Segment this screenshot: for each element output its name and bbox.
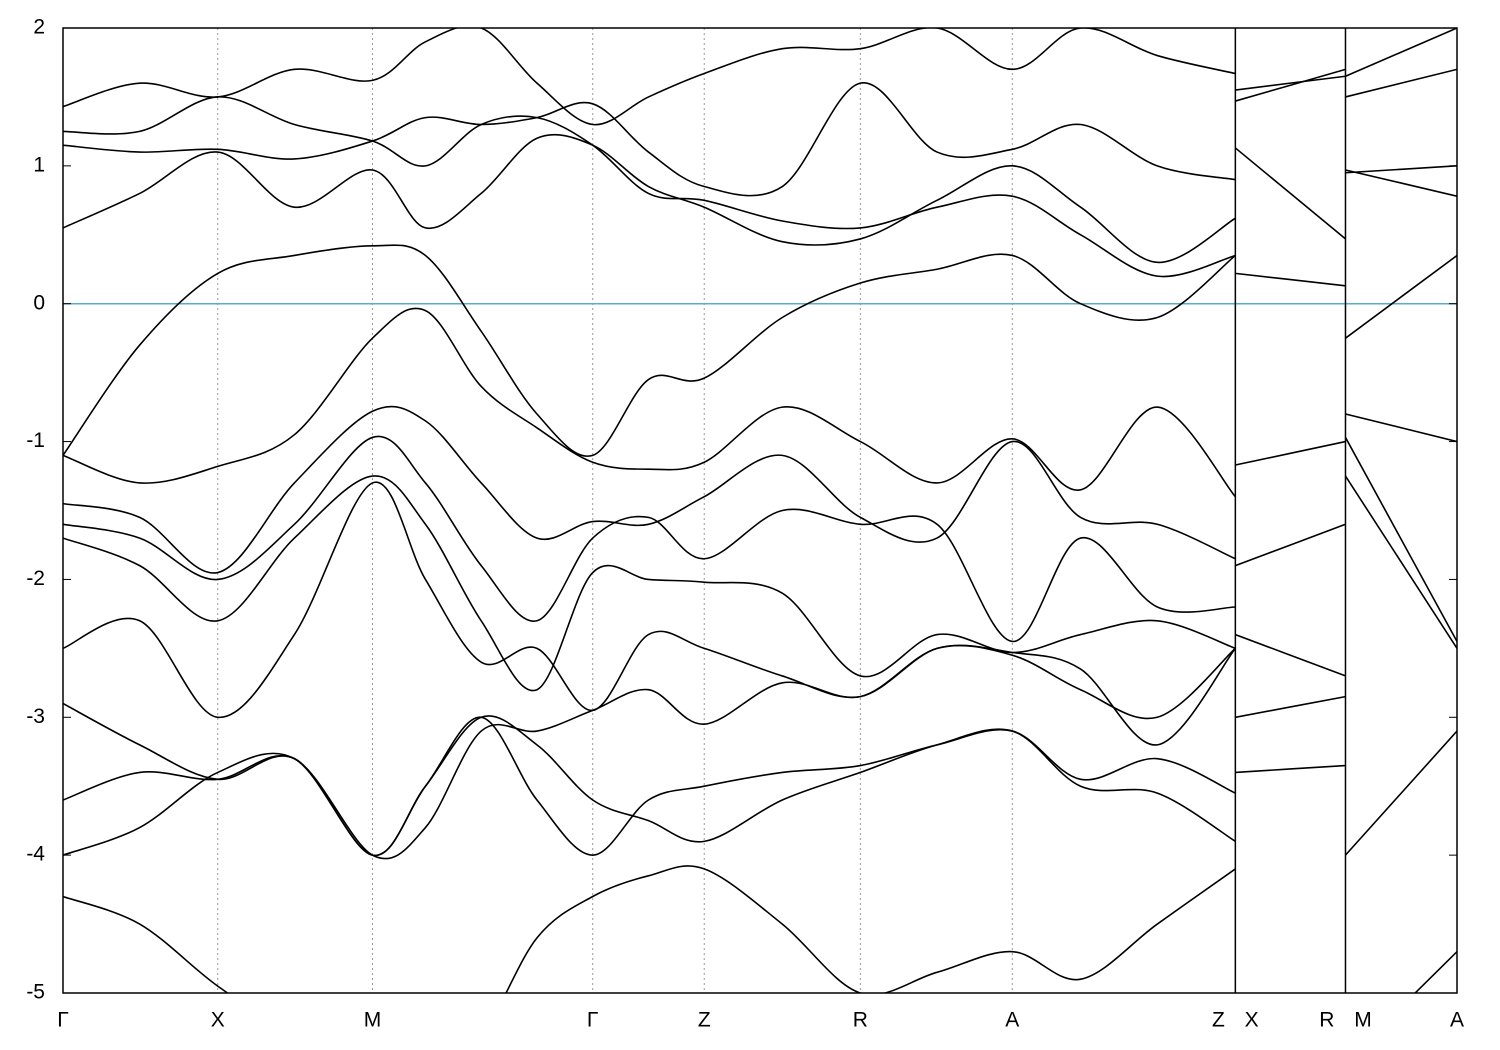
axes: Γ X M Γ Z R A Z X R M A 2 1 0 -1 -2 -3 -4 -5 [26, 16, 1464, 1032]
band-line [63, 475, 1457, 856]
y-tick-label: -4 [26, 843, 45, 866]
y-tick-label: 2 [33, 16, 45, 39]
x-tick-label: X [211, 1009, 225, 1032]
y-tick-label: -3 [26, 705, 45, 728]
x-tick-label: A [1005, 1009, 1019, 1032]
x-tick-label: R M [1319, 1009, 1372, 1032]
band-line [63, 865, 1457, 993]
y-tick-label: -1 [26, 429, 45, 452]
x-tick-label: A [1450, 1009, 1464, 1032]
plot-frame [62, 27, 1458, 994]
x-tick-label: Γ [587, 1009, 599, 1032]
bands [63, 28, 1457, 993]
band-line [63, 96, 1457, 278]
x-tick-label: M [364, 1009, 382, 1032]
band-line [63, 307, 1457, 498]
band-line [63, 435, 1457, 677]
band-line [63, 244, 1457, 457]
x-tick-label: Z [698, 1009, 711, 1032]
y-tick-label: -5 [26, 981, 45, 1004]
y-tick-label: -2 [26, 567, 45, 590]
band-line [63, 28, 1457, 126]
x-tick-label: Γ [57, 1009, 69, 1032]
band-line [63, 405, 1457, 642]
x-tick-label: R [853, 1009, 868, 1032]
band-line [63, 68, 1457, 197]
y-tick-label: 1 [33, 153, 45, 176]
y-tick-label: 0 [33, 291, 45, 314]
x-tick-label: Z X [1212, 1009, 1259, 1032]
band-line [63, 134, 1457, 264]
band-line [63, 644, 1236, 860]
grid [63, 28, 1457, 993]
band-line [63, 702, 1236, 856]
band-line [63, 716, 1236, 856]
